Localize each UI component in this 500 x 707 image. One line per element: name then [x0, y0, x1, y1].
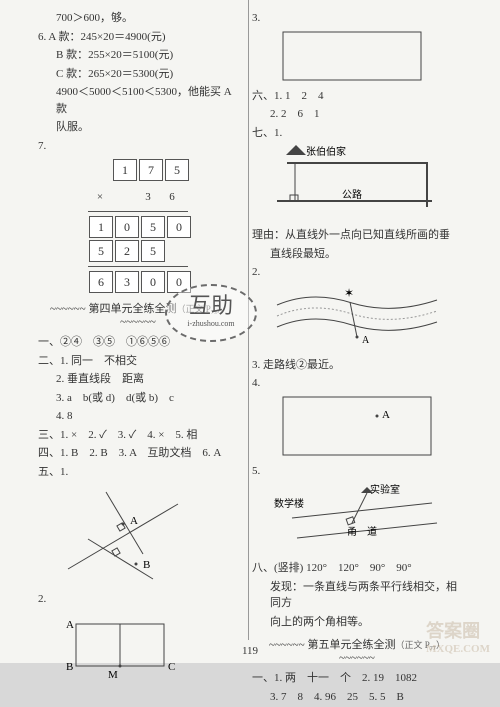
text-line: 7. — [38, 138, 238, 155]
page-number: 119 — [242, 645, 258, 657]
text-line: 四、1. B 2. B 3. A 互助文档 6. A — [38, 445, 238, 462]
grid-cell: 7 — [139, 159, 163, 181]
text-line: 八、(竖排) 120° 120° 90° 90° — [252, 560, 462, 577]
geometry-svg: A ✶ — [272, 285, 442, 350]
figure-box-point: A — [282, 396, 462, 459]
text-line: 6. A 款：245×20＝4900(元) — [38, 29, 238, 46]
rule-line — [88, 211, 188, 212]
text-line: 3. 走路线②最近。 — [252, 357, 462, 374]
text-line: 3. 7 8 4. 96 25 5. 5 B — [252, 689, 462, 706]
grid-cell: 5 — [141, 240, 165, 262]
times-sign: × — [88, 186, 112, 208]
text-line: 2. 垂直线段 距离 — [38, 371, 238, 388]
grid-cell: 5 — [141, 216, 165, 238]
point-label: C — [168, 661, 175, 673]
figure-perpendicular: A B — [58, 484, 238, 587]
page-footer: 119 — [0, 645, 500, 657]
text-line: 五、1. — [38, 464, 238, 481]
text-line: 三、1. × 2. ✓ 3. ✓ 4. × 5. 相 — [38, 427, 238, 444]
figure-road-house: 张伯伯家 公路 — [272, 145, 462, 223]
geometry-svg: 张伯伯家 公路 — [272, 145, 442, 220]
text-line: 3. — [252, 10, 462, 27]
figure-box3 — [282, 31, 462, 84]
grid-cell: 2 — [115, 240, 139, 262]
geometry-svg — [282, 31, 422, 81]
point-label: A — [66, 619, 74, 631]
section-title-text: 第四单元全练全测 — [88, 303, 176, 315]
watermark-text: 答案圈 — [426, 617, 490, 643]
figure-river: A ✶ — [272, 285, 462, 353]
digit: 6 — [160, 186, 184, 208]
text-line: 700＞600，够。 — [38, 10, 238, 27]
grid-cell: 1 — [113, 159, 137, 181]
figure-label: 数学楼 — [274, 497, 304, 510]
grid-cell: 0 — [167, 216, 191, 238]
text-line: 二、1. 同一 不相交 — [38, 353, 238, 370]
point-label: M — [108, 669, 118, 681]
text-line: B 款：255×20＝5100(元) — [38, 47, 238, 64]
geometry-svg: A — [282, 396, 432, 456]
text-line: 2. — [38, 591, 238, 608]
grid-cell: 1 — [89, 216, 113, 238]
text-line: 直线段最短。 — [252, 246, 462, 263]
text-line: 一、1. 两 十一 个 2. 19 1082 — [252, 670, 462, 687]
grid-cell: 3 — [115, 271, 139, 293]
text-line: 4. — [252, 375, 462, 392]
grid-cell: 6 — [89, 271, 113, 293]
figure-label: 甬 道 — [347, 525, 377, 538]
grid-cell: 5 — [89, 240, 113, 262]
figure-label: 实验室 — [370, 483, 400, 496]
text-line: C 款：265×20＝5300(元) — [38, 66, 238, 83]
text-line: 2. — [252, 264, 462, 281]
rule-line — [88, 266, 188, 267]
watermark-stamp: 互助 i-zhushou.com — [165, 284, 257, 342]
text-line: 3. a b(或 d) d(或 b) c — [38, 390, 238, 407]
svg-text:✶: ✶ — [344, 286, 354, 300]
watermark-url: MXQE.COM — [426, 643, 490, 655]
digit: 3 — [136, 186, 160, 208]
text-line: 发现：一条直线与两条平行线相交，相同方 — [252, 579, 462, 612]
page: 700＞600，够。 6. A 款：245×20＝4900(元) B 款：255… — [0, 0, 500, 663]
stamp-text: 互助 — [189, 293, 233, 318]
point-label: A — [382, 409, 390, 421]
point-label: B — [66, 661, 73, 673]
text-line: 4. 8 — [38, 408, 238, 425]
grid-cell: 0 — [141, 271, 165, 293]
geometry-svg: 实验室 数学楼 甬 道 — [272, 483, 452, 553]
figure-label: 张伯伯家 — [306, 145, 346, 158]
text-line: 队服。 — [38, 119, 238, 136]
grid-cell: 0 — [115, 216, 139, 238]
point-label: A — [362, 335, 370, 346]
text-line: 2. 2 6 1 — [252, 106, 462, 123]
point-label: B — [143, 559, 150, 571]
text-line: 4900＜5000＜5100＜5300，他能买 A 款 — [38, 84, 238, 117]
text-line: 七、1. — [252, 125, 462, 142]
left-column: 700＞600，够。 6. A 款：245×20＝4900(元) B 款：255… — [38, 8, 238, 689]
figure-label: 公路 — [342, 188, 362, 201]
multiplication-grid: 1 7 5 × 3 6 1 0 5 0 5 2 5 — [88, 158, 238, 294]
figure-pathway: 实验室 数学楼 甬 道 — [272, 483, 462, 556]
text-line: 5. — [252, 463, 462, 480]
grid-cell: 5 — [165, 159, 189, 181]
right-column: 3. 六、1. 1 2 4 2. 2 6 1 七、1. 张伯伯家 公路 理由：从… — [252, 8, 462, 707]
stamp-subtext: i-zhushou.com — [167, 320, 255, 328]
text-line: 理由：从直线外一点向已知直线所画的垂 — [252, 227, 462, 244]
watermark-corner: 答案圈 MXQE.COM — [426, 617, 490, 655]
geometry-svg: A B — [58, 484, 188, 584]
point-label: A — [130, 515, 138, 527]
text-line: 六、1. 1 2 4 — [252, 88, 462, 105]
